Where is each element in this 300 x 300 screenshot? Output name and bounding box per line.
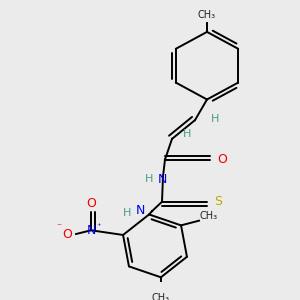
Text: N: N bbox=[135, 204, 145, 217]
Text: ⁺: ⁺ bbox=[97, 222, 101, 231]
Text: CH₃: CH₃ bbox=[152, 293, 170, 300]
Text: H: H bbox=[123, 208, 131, 218]
Text: O: O bbox=[62, 227, 72, 241]
Text: ⁻: ⁻ bbox=[56, 223, 61, 232]
Text: S: S bbox=[214, 195, 222, 208]
Text: CH₃: CH₃ bbox=[198, 10, 216, 20]
Text: H: H bbox=[145, 174, 153, 184]
Text: H: H bbox=[183, 129, 191, 139]
Text: N: N bbox=[157, 173, 167, 186]
Text: N: N bbox=[86, 224, 96, 237]
Text: O: O bbox=[86, 196, 96, 210]
Text: CH₃: CH₃ bbox=[200, 211, 218, 221]
Text: H: H bbox=[211, 114, 219, 124]
Text: O: O bbox=[217, 153, 227, 166]
